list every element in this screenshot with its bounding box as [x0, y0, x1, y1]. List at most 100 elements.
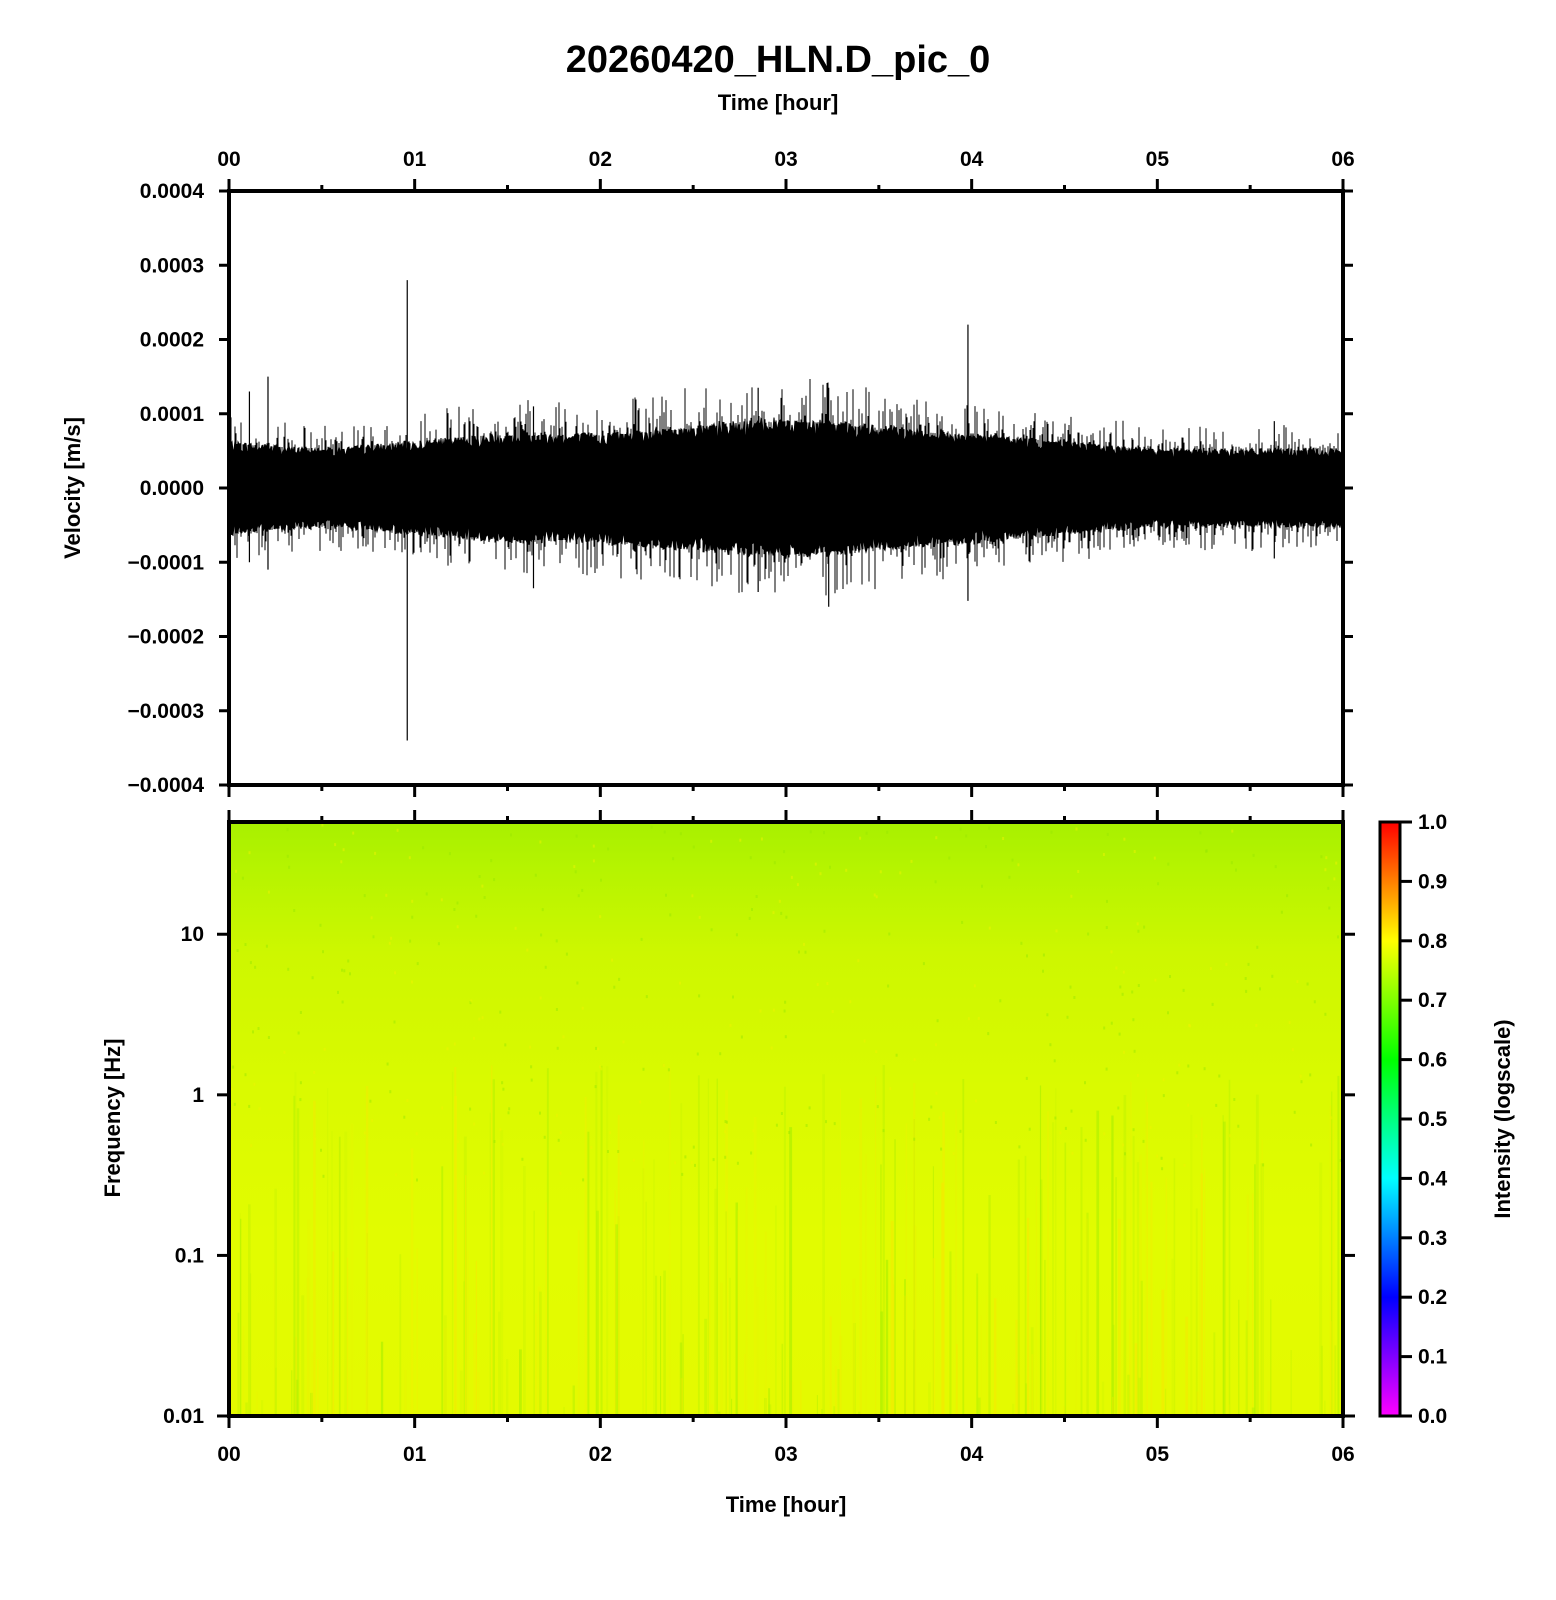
spectrogram-speckle [321, 823, 324, 827]
spectrogram-speckle [732, 995, 734, 999]
spectrogram-speckle [1167, 862, 1170, 866]
spectrogram-speckle [784, 1035, 787, 1039]
spectrogram-stripe [563, 1406, 565, 1416]
spectrogram-speckle [1328, 906, 1331, 910]
spectrogram-stripe [1222, 1121, 1226, 1416]
spectrogram-speckle [967, 1017, 970, 1021]
spectrogram-speckle [1187, 1064, 1190, 1068]
spectrogram-speckle [1142, 1139, 1145, 1143]
spectrogram-stripe [459, 1370, 463, 1416]
spectrogram-speckle [987, 1032, 990, 1036]
spectrogram-speckle [1053, 1059, 1056, 1063]
waveform-y-tick-label: 0.0004 [140, 180, 205, 203]
spectrogram-speckle [297, 1031, 300, 1035]
spectrogram-speckle [729, 1023, 732, 1027]
spectrogram-speckle [775, 1123, 778, 1127]
spectrogram-stripe [534, 1313, 537, 1416]
spectrogram-stripe [833, 1406, 836, 1416]
spectrogram-stripe [1039, 1085, 1042, 1416]
spectrogram-stripe [882, 1065, 885, 1416]
spectrogram-stripe [707, 1078, 709, 1416]
spectrogram-speckle [609, 1131, 612, 1135]
spectrogram-stripe [753, 1117, 757, 1416]
spectrogram-stripe [451, 1071, 454, 1416]
spectrogram-speckle [1228, 1134, 1231, 1138]
spectrogram-stripe [660, 1276, 662, 1416]
spectrogram-stripe [1228, 1404, 1230, 1416]
spectrogram-speckle [1122, 1143, 1125, 1147]
spectrogram-stripe [295, 1379, 299, 1416]
spectrogram-speckle [313, 1070, 316, 1074]
spectrogram-speckle [473, 1122, 476, 1126]
chart-title: 20260420_HLN.D_pic_0 [566, 39, 991, 81]
spectrogram-speckle [592, 859, 595, 863]
spectrogram-speckle [632, 1158, 635, 1162]
spectrogram-stripe [1222, 1115, 1224, 1416]
spectrogram-speckle [1176, 1071, 1179, 1075]
waveform-frame [227, 189, 1345, 787]
spectrogram-speckle [363, 1131, 366, 1135]
spectrogram-stripe [783, 1086, 786, 1416]
spectrogram-stripe [1025, 1383, 1028, 1416]
spectrogram-stripe [1101, 1381, 1105, 1416]
waveform-x-tick-label: 04 [960, 148, 984, 171]
spectrogram-stripe [1145, 1088, 1147, 1416]
spectrogram-speckle [1237, 1124, 1240, 1128]
spectrogram-speckle [311, 976, 314, 980]
spectrogram-speckle [785, 915, 788, 919]
spectrogram-speckle [1274, 865, 1277, 869]
spectrogram-speckle [913, 1058, 916, 1062]
spectrogram-speckle [470, 999, 473, 1003]
spectrogram-speckle [618, 977, 621, 981]
spectrogram-speckle [1293, 1110, 1296, 1114]
spectrogram-speckle [441, 1106, 444, 1110]
spectrogram-speckle [456, 901, 459, 905]
spectrogram-stripe [399, 1254, 402, 1416]
spectrogram-speckle [994, 1121, 997, 1124]
spectrogram-stripe [311, 1352, 314, 1416]
spectrogram-speckle [1064, 1126, 1067, 1130]
spectrogram-speckle [319, 923, 322, 927]
spectrogram-speckle [323, 1047, 326, 1051]
spectrogram-speckle [1046, 1013, 1049, 1017]
spectrogram-speckle [930, 1105, 933, 1109]
spectrogram-speckle [1189, 1024, 1192, 1028]
spectrogram-stripe [275, 1367, 277, 1416]
spectrogram-speckle [347, 959, 350, 963]
spectrogram-speckle [710, 839, 713, 843]
spectrogram-speckle [521, 1157, 524, 1161]
spectrogram-speckle [1333, 877, 1336, 881]
spectrogram-speckle [573, 865, 576, 869]
spectrogram-speckle [481, 884, 484, 888]
spectrogram-speckle [394, 971, 397, 975]
spectrogram-speckle [1161, 1167, 1164, 1171]
spectrogram-speckle [1296, 980, 1299, 984]
spectrogram-speckle [514, 926, 517, 930]
spectrogram-speckle [1106, 832, 1109, 836]
spectrogram-speckle [599, 1065, 602, 1069]
spectrogram-stripe [977, 1397, 981, 1416]
spectrogram-speckle [1157, 882, 1160, 886]
spectrogram-speckle [1087, 932, 1090, 936]
spectrogram-speckle [529, 1045, 532, 1049]
spectrogram-speckle [935, 1043, 937, 1047]
spectrogram-speckle [788, 1131, 791, 1134]
spectrogram-speckle [249, 961, 252, 965]
spectrogram-stripe [1128, 1318, 1131, 1416]
spectrogram-stripe [239, 1213, 241, 1416]
spectrogram-heatmap [229, 822, 1343, 1416]
spectrogram-stripe [697, 1075, 700, 1416]
spectrogram-speckle [886, 830, 889, 834]
spectrogram-stripe [821, 1409, 823, 1416]
spectrogram-speckle [910, 859, 913, 863]
spectrogram-speckle [1132, 1018, 1135, 1022]
spectrogram-stripe [1333, 1150, 1336, 1416]
spectrogram-stripe [737, 1210, 739, 1416]
spectrogram-speckle [600, 1067, 603, 1071]
spectrogram-speckle [1230, 861, 1233, 865]
spectrogram-stripe [980, 1315, 982, 1416]
spectrogram-stripe [904, 1279, 906, 1416]
spectrogram-speckle [875, 895, 878, 899]
spectrogram-stripe [956, 1344, 958, 1416]
spectrogram-stripe [1017, 1159, 1020, 1416]
